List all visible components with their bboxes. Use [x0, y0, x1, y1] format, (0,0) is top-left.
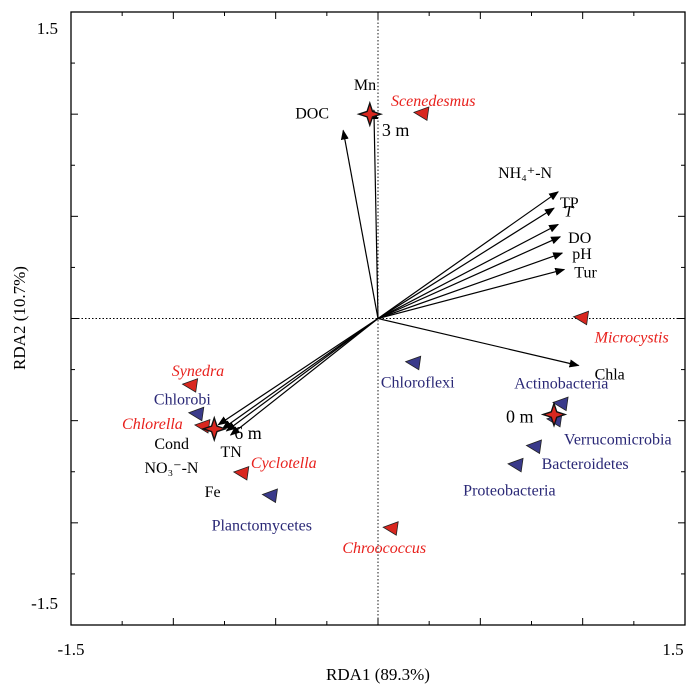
bacteria-label: Actinobacteria	[514, 375, 608, 392]
bacteria-marker	[552, 396, 569, 412]
bacteria-marker	[404, 355, 422, 371]
bacteria-marker	[261, 488, 278, 504]
env-vector-label: Chla	[595, 366, 625, 383]
sample-label: 6 m	[234, 423, 262, 443]
env-vector-label: Tur	[574, 264, 597, 281]
sample-marker	[540, 401, 568, 428]
env-vector-arrow	[370, 109, 379, 319]
env-vector-arrow	[377, 267, 566, 320]
env-vector-arrow	[377, 236, 562, 320]
bacteria-label: Proteobacteria	[463, 483, 555, 500]
x-tick-label: -1.5	[58, 640, 85, 659]
env-vector-arrow	[377, 207, 555, 320]
env-vector-label: Fe	[205, 484, 221, 501]
env-vector-label: NO₃⁻-N	[144, 460, 198, 477]
bacteria-label: Verrucomicrobia	[564, 432, 672, 449]
sample-marker	[201, 415, 228, 443]
env-vector-arrow	[377, 223, 559, 320]
env-vector-arrow	[229, 318, 379, 436]
env-vector-arrow	[377, 317, 580, 368]
env-vector-label: pH	[572, 246, 592, 263]
sample-marker	[356, 100, 384, 128]
env-vector-label: Mn	[354, 77, 376, 94]
x-axis-label: RDA1 (89.3%)	[326, 665, 430, 684]
env-vector-label: T	[564, 204, 574, 221]
x-tick-label: 1.5	[662, 640, 683, 659]
bacteria-marker	[187, 406, 205, 422]
sample-label: 0 m	[506, 407, 534, 427]
y-tick-label: -1.5	[31, 594, 58, 613]
algae-marker	[572, 310, 590, 326]
env-vector-label: NH₄⁺-N	[498, 165, 552, 182]
algae-marker	[412, 106, 430, 122]
bacteria-label: Planctomycetes	[212, 517, 312, 534]
algae-marker	[181, 378, 199, 393]
env-vector-arrow	[377, 191, 559, 319]
bacteria-marker	[525, 439, 542, 455]
bacteria-marker	[507, 457, 524, 473]
y-axis-label: RDA2 (10.7%)	[10, 266, 29, 370]
algae-label: Synedra	[172, 363, 224, 380]
env-vector-label: Cond	[154, 436, 189, 453]
env-vector-label: DO	[568, 230, 591, 247]
env-vector-arrow	[340, 129, 379, 319]
env-vector-label: TP	[560, 195, 579, 212]
sample-label: 3 m	[382, 120, 410, 140]
algae-label: Chroococcus	[342, 540, 426, 557]
algae-label: Scenedesmus	[391, 93, 475, 110]
env-vector-arrow	[217, 318, 379, 426]
algae-marker	[382, 521, 399, 536]
algae-marker	[232, 465, 250, 481]
algae-label: Microcystis	[594, 330, 669, 347]
env-vector-arrow	[221, 318, 379, 430]
env-vector-label: DOC	[295, 106, 329, 123]
bacteria-label: Bacteroidetes	[542, 456, 629, 473]
env-vector-label: TN	[221, 444, 243, 461]
bacteria-label: Chlorobi	[154, 392, 211, 409]
env-vector-arrow	[377, 252, 564, 320]
algae-label: Cyclotella	[251, 455, 317, 472]
env-vector-arrow	[225, 318, 379, 432]
algae-label: Chlorella	[122, 416, 183, 433]
y-tick-label: 1.5	[37, 19, 58, 38]
bacteria-label: Chloroflexi	[381, 374, 455, 391]
